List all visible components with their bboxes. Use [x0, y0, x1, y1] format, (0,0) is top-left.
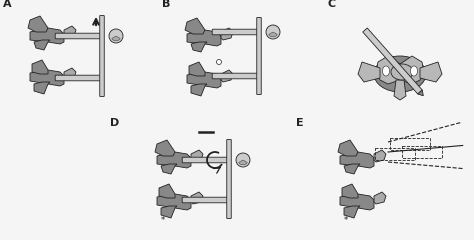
Polygon shape: [189, 62, 205, 76]
Circle shape: [109, 29, 123, 43]
Polygon shape: [344, 206, 360, 218]
Polygon shape: [376, 56, 400, 84]
Polygon shape: [342, 184, 358, 198]
Polygon shape: [155, 140, 175, 156]
Polygon shape: [161, 206, 177, 218]
Ellipse shape: [383, 66, 390, 76]
Polygon shape: [344, 164, 360, 174]
Polygon shape: [340, 194, 374, 210]
FancyBboxPatch shape: [100, 16, 104, 96]
Polygon shape: [161, 164, 177, 174]
Wedge shape: [239, 160, 247, 165]
FancyBboxPatch shape: [55, 75, 103, 81]
Polygon shape: [221, 28, 233, 40]
Polygon shape: [64, 68, 76, 80]
Polygon shape: [34, 82, 50, 94]
Polygon shape: [358, 62, 380, 82]
FancyBboxPatch shape: [212, 73, 260, 79]
Polygon shape: [64, 26, 76, 38]
FancyBboxPatch shape: [227, 139, 231, 218]
Polygon shape: [185, 18, 205, 34]
Text: *: *: [161, 216, 165, 224]
Polygon shape: [34, 40, 50, 50]
Polygon shape: [30, 28, 64, 44]
Polygon shape: [191, 84, 207, 96]
Circle shape: [217, 60, 221, 65]
Polygon shape: [159, 184, 175, 198]
Text: C: C: [328, 0, 336, 9]
Text: D: D: [110, 118, 119, 128]
Polygon shape: [400, 56, 424, 84]
Polygon shape: [191, 42, 207, 52]
Polygon shape: [32, 60, 48, 74]
FancyBboxPatch shape: [212, 29, 260, 35]
Text: B: B: [162, 0, 170, 9]
Polygon shape: [157, 194, 191, 210]
Text: *: *: [344, 216, 348, 224]
Circle shape: [236, 153, 250, 167]
Text: E: E: [296, 118, 304, 128]
Polygon shape: [28, 16, 48, 32]
FancyBboxPatch shape: [55, 33, 103, 39]
Polygon shape: [394, 80, 406, 100]
Polygon shape: [338, 140, 358, 156]
Polygon shape: [340, 152, 374, 168]
Ellipse shape: [374, 56, 426, 92]
Ellipse shape: [391, 64, 413, 80]
Polygon shape: [420, 62, 442, 82]
Polygon shape: [187, 30, 221, 46]
Wedge shape: [269, 32, 277, 37]
FancyBboxPatch shape: [257, 18, 261, 95]
Ellipse shape: [410, 66, 418, 76]
Polygon shape: [374, 192, 386, 204]
Text: A: A: [3, 0, 12, 9]
FancyBboxPatch shape: [182, 197, 230, 203]
Wedge shape: [112, 36, 120, 41]
Polygon shape: [221, 70, 233, 82]
Polygon shape: [363, 28, 422, 94]
Polygon shape: [191, 150, 203, 162]
Polygon shape: [191, 192, 203, 204]
Circle shape: [266, 25, 280, 39]
Polygon shape: [374, 150, 386, 162]
Polygon shape: [30, 70, 64, 86]
FancyBboxPatch shape: [182, 157, 230, 163]
Polygon shape: [418, 90, 423, 96]
Polygon shape: [157, 152, 191, 168]
Polygon shape: [187, 72, 221, 88]
